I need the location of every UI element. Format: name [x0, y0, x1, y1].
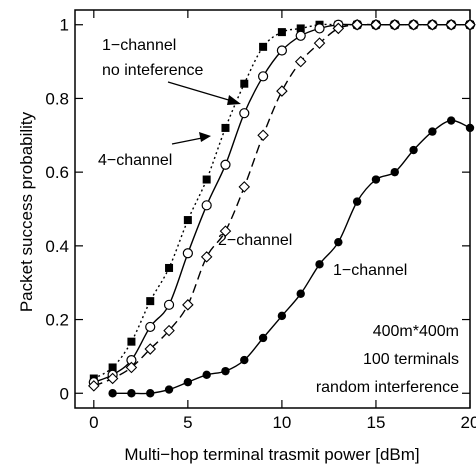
data-point-square	[183, 216, 192, 225]
x-tick-labels: 0 5 10 15 20	[89, 413, 476, 432]
data-point-circle-filled	[446, 116, 456, 125]
x-tick-label: 10	[272, 413, 291, 432]
data-point-diamond	[388, 18, 401, 31]
annotation-2channel: 2−channel	[218, 232, 292, 249]
data-point-circle-filled	[221, 366, 230, 376]
data-point-square	[108, 363, 117, 372]
data-point-circle-open	[220, 159, 231, 170]
series-line-2	[93, 23, 470, 387]
data-point-circle-open	[182, 248, 193, 259]
data-point-circle-filled	[258, 333, 268, 343]
data-point-diamond	[445, 18, 457, 31]
plot-frame	[74, 9, 471, 409]
data-point-circle-open	[239, 108, 250, 119]
data-point-circle-filled	[240, 355, 249, 365]
y-tick-label: 0.4	[45, 237, 69, 256]
data-point-circle-filled	[465, 123, 475, 133]
data-point-diamond	[238, 181, 251, 193]
data-point-circle-filled	[315, 260, 324, 269]
data-point-diamond	[257, 129, 269, 142]
data-point-square	[277, 28, 286, 37]
data-point-diamond	[464, 18, 476, 31]
data-point-square	[146, 297, 155, 306]
x-tick-label: 20	[461, 413, 476, 432]
data-point-diamond	[332, 22, 345, 35]
x-axis-label: Multi−hop terminal trasmit power [dBm]	[124, 445, 419, 464]
data-point-diamond	[370, 18, 382, 31]
y-tick-labels: 0 0.2 0.4 0.6 0.8 1	[45, 16, 69, 404]
annotation-terminals: 100 terminals	[363, 351, 459, 368]
data-point-diamond	[407, 18, 420, 31]
data-point-diamond	[294, 55, 307, 68]
x-tick-label: 15	[366, 413, 385, 432]
data-point-circle-filled	[352, 197, 362, 206]
data-point-square	[127, 337, 136, 346]
data-point-circle-filled	[146, 389, 155, 398]
y-tick-label: 0.2	[45, 311, 69, 330]
data-point-circle-open	[295, 30, 306, 41]
data-point-diamond	[125, 361, 138, 374]
data-point-circle-filled	[428, 127, 437, 136]
data-point-square	[202, 175, 211, 184]
y-axis-label: Packet success probability	[17, 111, 36, 312]
annotation-1channel-noint-line1: 1−channel	[102, 37, 176, 54]
data-point-circle-filled	[127, 389, 136, 398]
data-point-square	[240, 79, 249, 88]
data-point-square	[221, 123, 230, 132]
arrow-head-icon	[199, 132, 211, 142]
data-point-square	[296, 24, 305, 33]
data-point-diamond	[313, 37, 326, 49]
data-point-circle-filled	[390, 167, 399, 177]
x-tick-label: 0	[89, 413, 98, 432]
data-point-diamond	[426, 18, 439, 31]
annotation-interference: random interference	[316, 379, 459, 396]
data-point-circle-filled	[277, 311, 287, 321]
arrow-head-icon	[227, 95, 241, 105]
data-point-diamond	[182, 299, 194, 311]
y-tick-label: 0	[60, 384, 69, 403]
data-point-circle-filled	[296, 289, 305, 298]
data-point-circle-open	[163, 299, 175, 310]
x-tick-label: 5	[183, 413, 192, 432]
data-point-circle-open	[276, 45, 288, 56]
data-point-diamond	[106, 372, 119, 385]
data-point-circle-filled	[334, 237, 343, 247]
data-point-circle-open	[314, 23, 325, 34]
data-point-circle-open	[201, 200, 212, 211]
data-series	[88, 18, 476, 398]
data-point-circle-filled	[183, 378, 193, 387]
data-point-diamond	[351, 18, 363, 31]
arrow-4channel	[171, 132, 211, 145]
data-point-circle-filled	[164, 385, 174, 394]
data-point-diamond	[163, 324, 175, 337]
data-point-diamond	[219, 225, 232, 237]
annotation-1channel-noint-line2: no inteference	[102, 62, 204, 79]
data-point-circle-open	[145, 321, 156, 333]
annotation-1channel: 1−channel	[333, 262, 407, 279]
y-tick-label: 0.8	[45, 89, 69, 108]
data-point-circle-filled	[108, 389, 117, 398]
data-point-circle-filled	[371, 175, 381, 184]
annotation-4channel: 4−channel	[98, 152, 172, 169]
arrow-1channel-noint	[167, 81, 241, 105]
data-point-square	[165, 263, 174, 272]
data-point-circle-filled	[409, 145, 418, 155]
y-tick-label: 0.6	[45, 163, 69, 182]
data-point-diamond	[276, 85, 288, 97]
data-point-diamond	[88, 380, 100, 392]
data-point-circle-filled	[202, 370, 211, 380]
y-tick-label: 1	[60, 16, 69, 35]
annotation-area: 400m*400m	[373, 323, 459, 340]
data-point-square	[259, 42, 268, 51]
data-point-diamond	[200, 251, 213, 263]
data-point-diamond	[144, 343, 157, 355]
data-point-circle-open	[257, 71, 269, 82]
